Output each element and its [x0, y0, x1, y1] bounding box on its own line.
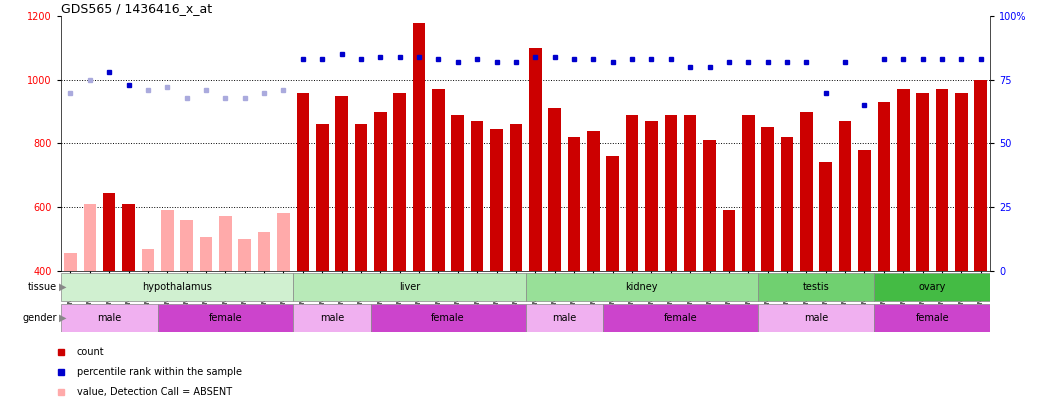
Bar: [781, 137, 793, 271]
Bar: [84, 204, 96, 271]
Bar: [293, 273, 525, 301]
Bar: [374, 111, 387, 271]
Text: tissue: tissue: [27, 282, 57, 292]
Text: male: male: [320, 313, 344, 322]
Text: liver: liver: [398, 282, 420, 292]
Text: count: count: [77, 347, 104, 357]
Bar: [874, 273, 990, 301]
Bar: [723, 210, 736, 271]
Bar: [525, 273, 758, 301]
Bar: [509, 124, 522, 271]
Bar: [219, 217, 232, 271]
Bar: [684, 115, 697, 271]
Text: hypothalamus: hypothalamus: [143, 282, 212, 292]
Bar: [975, 80, 987, 271]
Bar: [103, 193, 115, 271]
Bar: [61, 273, 293, 301]
Bar: [61, 303, 157, 332]
Bar: [161, 210, 174, 271]
Bar: [315, 124, 328, 271]
Bar: [354, 124, 367, 271]
Bar: [490, 129, 503, 271]
Bar: [587, 131, 599, 271]
Bar: [758, 303, 874, 332]
Bar: [64, 253, 77, 271]
Text: female: female: [432, 313, 465, 322]
Bar: [877, 102, 890, 271]
Bar: [471, 121, 483, 271]
Text: value, Detection Call = ABSENT: value, Detection Call = ABSENT: [77, 386, 232, 396]
Bar: [180, 220, 193, 271]
Bar: [200, 237, 213, 271]
Bar: [664, 115, 677, 271]
Bar: [742, 115, 755, 271]
Text: testis: testis: [803, 282, 829, 292]
Bar: [278, 213, 290, 271]
Bar: [371, 303, 525, 332]
Bar: [603, 303, 758, 332]
Text: gender: gender: [22, 313, 57, 322]
Bar: [413, 23, 425, 271]
Bar: [897, 90, 910, 271]
Bar: [703, 140, 716, 271]
Bar: [607, 156, 619, 271]
Text: male: male: [97, 313, 122, 322]
Bar: [800, 111, 812, 271]
Bar: [239, 239, 252, 271]
Bar: [297, 92, 309, 271]
Bar: [529, 48, 542, 271]
Text: female: female: [916, 313, 949, 322]
Bar: [955, 92, 967, 271]
Text: ovary: ovary: [919, 282, 946, 292]
Bar: [548, 109, 561, 271]
Bar: [123, 205, 135, 271]
Bar: [936, 90, 948, 271]
Bar: [646, 121, 658, 271]
Text: ▶: ▶: [59, 282, 66, 292]
Text: percentile rank within the sample: percentile rank within the sample: [77, 367, 241, 377]
Bar: [568, 137, 581, 271]
Bar: [874, 303, 990, 332]
Bar: [820, 162, 832, 271]
Text: female: female: [209, 313, 242, 322]
Text: ▶: ▶: [59, 313, 66, 322]
Bar: [626, 115, 638, 271]
Bar: [916, 92, 929, 271]
Text: male: male: [804, 313, 828, 322]
Bar: [761, 128, 773, 271]
Bar: [293, 303, 371, 332]
Text: female: female: [663, 313, 697, 322]
Text: GDS565 / 1436416_x_at: GDS565 / 1436416_x_at: [61, 2, 212, 15]
Bar: [432, 90, 444, 271]
Text: kidney: kidney: [626, 282, 658, 292]
Bar: [393, 92, 406, 271]
Bar: [452, 115, 464, 271]
Bar: [758, 273, 874, 301]
Bar: [157, 303, 293, 332]
Bar: [335, 96, 348, 271]
Bar: [141, 249, 154, 271]
Bar: [525, 303, 603, 332]
Text: male: male: [552, 313, 576, 322]
Bar: [258, 232, 270, 271]
Bar: [858, 150, 871, 271]
Bar: [838, 121, 851, 271]
